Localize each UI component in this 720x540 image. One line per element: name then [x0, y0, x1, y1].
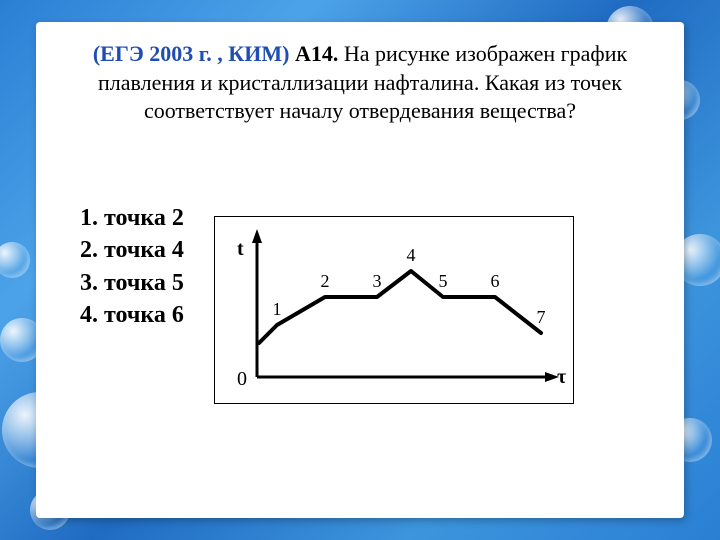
answer-number: 4. [80, 302, 104, 328]
slide-card: (ЕГЭ 2003 г. , КИМ) А14. На рисунке изоб… [36, 22, 684, 518]
answer-label: точка 6 [104, 302, 184, 328]
answer-label: точка 5 [104, 270, 184, 296]
point-label: 1 [272, 299, 281, 319]
answer-number: 1. [80, 205, 104, 231]
chart-box: t τ 0 1 2 3 4 5 6 7 [214, 216, 574, 404]
answer-label: точка 2 [104, 205, 184, 231]
question-number: А14. [295, 41, 344, 66]
point-label: 6 [490, 271, 499, 291]
answer-option: 4. точка 6 [80, 299, 184, 331]
answer-list: 1. точка 22. точка 43. точка 54. точка 6 [80, 196, 184, 332]
point-label: 2 [320, 271, 329, 291]
point-label: 7 [536, 307, 545, 327]
point-label: 3 [372, 271, 381, 291]
question-lead: (ЕГЭ 2003 г. , КИМ) [93, 41, 295, 66]
answer-option: 1. точка 2 [80, 202, 184, 234]
axis-label-y: t [237, 238, 244, 260]
point-label: 5 [438, 271, 447, 291]
question-text: (ЕГЭ 2003 г. , КИМ) А14. На рисунке изоб… [64, 40, 656, 126]
chart-svg: t τ 0 1 2 3 4 5 6 7 [215, 217, 575, 405]
answer-number: 3. [80, 270, 104, 296]
body-row: 1. точка 22. точка 43. точка 54. точка 6… [64, 196, 656, 404]
answer-option: 2. точка 4 [80, 234, 184, 266]
axis-origin-label: 0 [237, 368, 247, 390]
answer-option: 3. точка 5 [80, 267, 184, 299]
axis-label-x: τ [557, 366, 566, 388]
point-label: 4 [406, 245, 415, 265]
answer-label: точка 4 [104, 237, 184, 263]
answer-number: 2. [80, 237, 104, 263]
